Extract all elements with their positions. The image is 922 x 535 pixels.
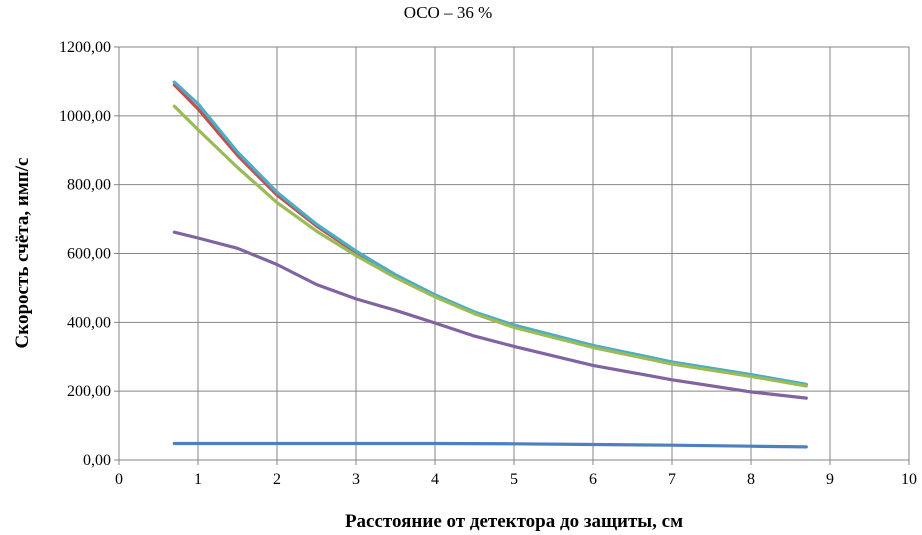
series-line-1: [172, 441, 808, 449]
x-axis-ticks: 0 1 2 3 4 5 6 7 8 9 10: [115, 460, 917, 488]
y-tick-label: 1200,00: [59, 39, 111, 56]
x-tick-label: 8: [747, 471, 755, 488]
x-tick-label: 0: [115, 471, 123, 488]
grid: [118, 46, 910, 461]
x-tick-label: 6: [589, 471, 597, 488]
chart-title: ОСО – 36 %: [404, 3, 493, 22]
x-axis-title: Расстояние от детектора до защиты, см: [345, 511, 683, 532]
x-tick-label: 4: [431, 471, 439, 488]
series-line-3: [172, 80, 808, 386]
x-tick-label: 3: [352, 471, 360, 488]
x-tick-label: 1: [194, 471, 202, 488]
x-tick-label: 9: [826, 471, 834, 488]
series-line-4: [172, 104, 808, 388]
y-tick-label: 0,00: [83, 452, 111, 469]
y-axis-title: Скорость счёта, имп/с: [12, 158, 33, 349]
y-tick-label: 800,00: [67, 177, 111, 194]
x-tick-label: 5: [510, 471, 518, 488]
y-axis-ticks: 0,00 200,00 400,00 600,00 800,00 1000,00 1200,…: [59, 39, 119, 469]
y-tick-label: 1000,00: [59, 108, 111, 125]
y-tick-label: 400,00: [67, 314, 111, 331]
y-tick-label: 600,00: [67, 246, 111, 263]
x-tick-label: 7: [668, 471, 676, 488]
series-line-5: [172, 230, 808, 400]
x-tick-label: 10: [901, 471, 917, 488]
x-tick-label: 2: [273, 471, 281, 488]
y-tick-label: 200,00: [67, 383, 111, 400]
series-lines: [172, 80, 808, 449]
